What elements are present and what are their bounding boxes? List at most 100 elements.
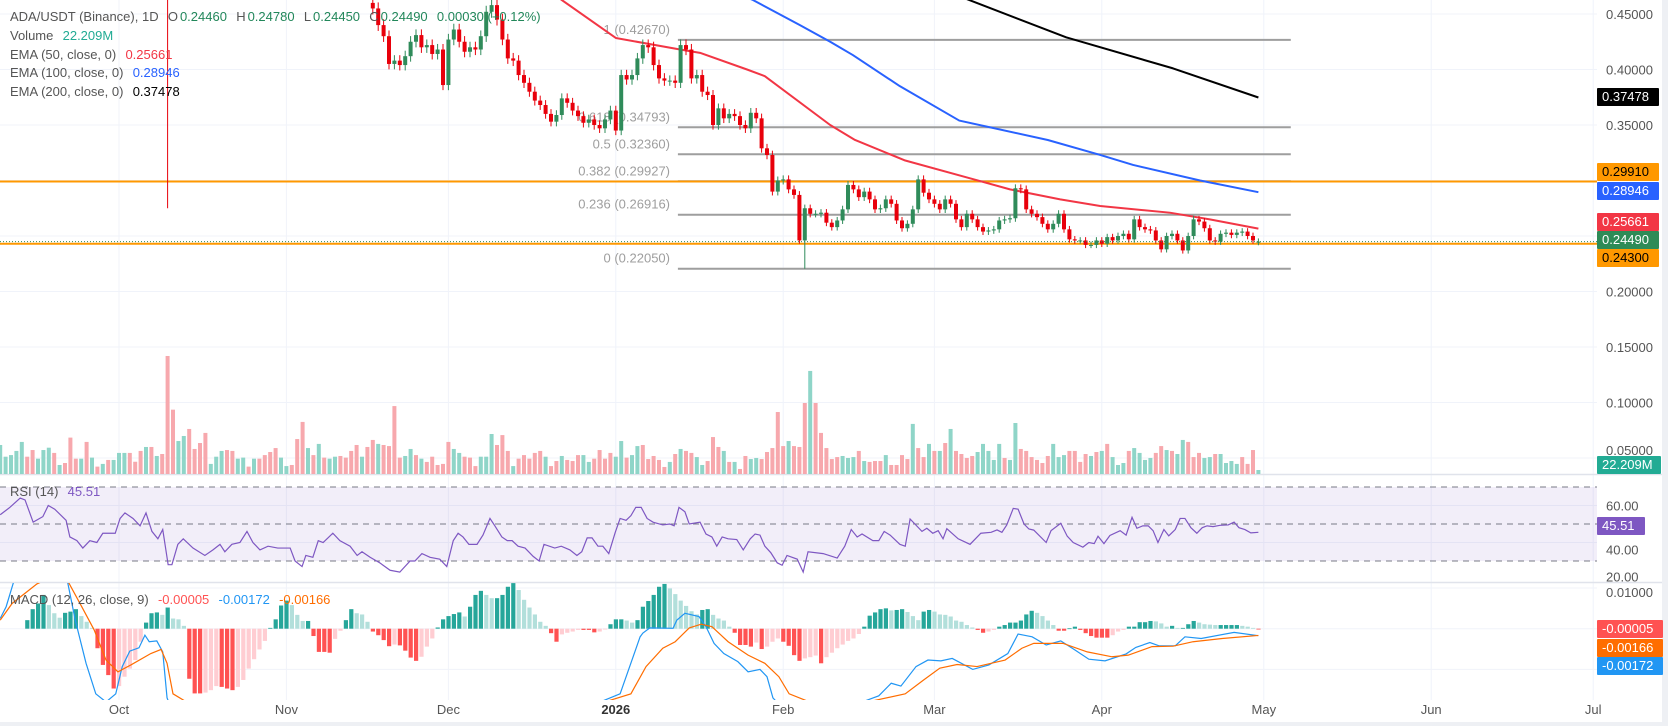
candle[interactable] [743, 120, 748, 133]
candle[interactable] [916, 175, 921, 214]
candle[interactable] [370, 0, 375, 15]
candle[interactable] [694, 69, 699, 84]
candle[interactable] [592, 114, 597, 130]
candle[interactable] [1229, 229, 1234, 239]
candle[interactable] [927, 188, 931, 204]
candle[interactable] [1116, 232, 1120, 244]
candle[interactable] [727, 109, 732, 124]
candle[interactable] [1180, 237, 1185, 254]
candle[interactable] [738, 111, 742, 130]
candle[interactable] [689, 43, 694, 84]
candle[interactable] [1072, 236, 1077, 244]
candle[interactable] [986, 227, 991, 235]
candle[interactable] [905, 220, 910, 232]
candle[interactable] [981, 223, 985, 235]
candle[interactable] [559, 93, 564, 120]
candle[interactable] [608, 105, 613, 125]
symbol-title[interactable]: ADA/USDT (Binance), 1D [10, 9, 159, 24]
candle[interactable] [910, 205, 915, 228]
candle[interactable] [657, 59, 661, 84]
axes[interactable]: 0.45000 0.40000 0.35000 0.20000 0.15000 0.100… [109, 0, 1662, 717]
candle[interactable] [565, 93, 570, 108]
candle[interactable] [597, 120, 602, 133]
candle[interactable] [619, 69, 624, 136]
candle[interactable] [1170, 230, 1174, 240]
candle[interactable] [943, 195, 948, 214]
candle[interactable] [819, 209, 823, 218]
symbol-legend[interactable]: ADA/USDT (Binance), 1D O 0.24460 H 0.24780… [10, 9, 543, 25]
candle[interactable] [1164, 232, 1169, 253]
candle[interactable] [1035, 210, 1039, 221]
candle[interactable] [1051, 220, 1056, 233]
candle[interactable] [1207, 224, 1212, 244]
candle[interactable] [792, 185, 796, 199]
candle[interactable] [1175, 230, 1180, 244]
ema50-legend[interactable]: EMA (50, close, 0) 0.25661 [10, 47, 174, 63]
candle[interactable] [511, 52, 516, 67]
candle[interactable] [1240, 228, 1245, 237]
candle[interactable] [435, 43, 440, 60]
candle[interactable] [381, 19, 386, 42]
candle[interactable] [835, 216, 840, 231]
candle[interactable] [673, 75, 678, 88]
macd-pane[interactable] [0, 568, 1261, 726]
candle[interactable] [678, 39, 683, 88]
candle[interactable] [813, 210, 818, 218]
candle[interactable] [495, 0, 499, 26]
candle[interactable] [759, 113, 764, 153]
candle[interactable] [651, 41, 656, 71]
candle[interactable] [705, 86, 710, 101]
candle[interactable] [166, 0, 170, 209]
candle[interactable] [997, 216, 1002, 233]
candle[interactable] [1105, 233, 1110, 248]
candle[interactable] [840, 205, 845, 224]
candle[interactable] [1089, 241, 1093, 249]
candle[interactable] [1159, 237, 1164, 253]
candle[interactable] [424, 39, 429, 53]
candle[interactable] [894, 200, 899, 224]
candle[interactable] [457, 23, 462, 48]
candle[interactable] [446, 33, 451, 91]
candle[interactable] [1197, 215, 1201, 226]
candle[interactable] [824, 209, 829, 227]
candle[interactable] [1137, 215, 1142, 231]
candle[interactable] [1126, 230, 1131, 243]
candle[interactable] [748, 107, 753, 133]
candle[interactable] [522, 69, 526, 88]
candle[interactable] [1045, 220, 1050, 233]
candle[interactable] [991, 225, 996, 234]
candle[interactable] [937, 200, 942, 214]
candle[interactable] [635, 52, 640, 81]
candle[interactable] [862, 187, 867, 201]
ema-100-line[interactable] [0, 0, 1259, 194]
candle[interactable] [964, 210, 969, 231]
candle[interactable] [700, 69, 705, 97]
candle[interactable] [484, 5, 489, 42]
candle[interactable] [1121, 230, 1126, 240]
candle[interactable] [462, 36, 467, 58]
candle[interactable] [775, 176, 780, 196]
candle[interactable] [873, 195, 877, 214]
volume-legend[interactable]: Volume 22.209M [10, 28, 115, 44]
candle[interactable] [414, 29, 418, 48]
candle[interactable] [403, 50, 408, 71]
candle[interactable] [1148, 225, 1153, 234]
candle[interactable] [770, 150, 775, 196]
macd-legend[interactable]: MACD (12, 26, close, 9) -0.00005 -0.0017… [10, 592, 332, 608]
candle[interactable] [516, 55, 521, 81]
candle[interactable] [543, 100, 548, 119]
candle[interactable] [1224, 229, 1228, 238]
candle[interactable] [1256, 238, 1261, 246]
candle[interactable] [1029, 205, 1034, 218]
ema-50-line[interactable] [0, 0, 1259, 230]
candle[interactable] [970, 210, 975, 223]
candle[interactable] [581, 111, 586, 128]
candle[interactable] [646, 39, 651, 53]
candle[interactable] [883, 195, 888, 212]
candle[interactable] [473, 41, 478, 56]
candle[interactable] [889, 195, 894, 208]
rsi-legend[interactable]: RSI (14) 45.51 [10, 484, 102, 500]
candle[interactable] [430, 39, 435, 60]
candle[interactable] [975, 215, 980, 231]
candle[interactable] [662, 73, 667, 86]
